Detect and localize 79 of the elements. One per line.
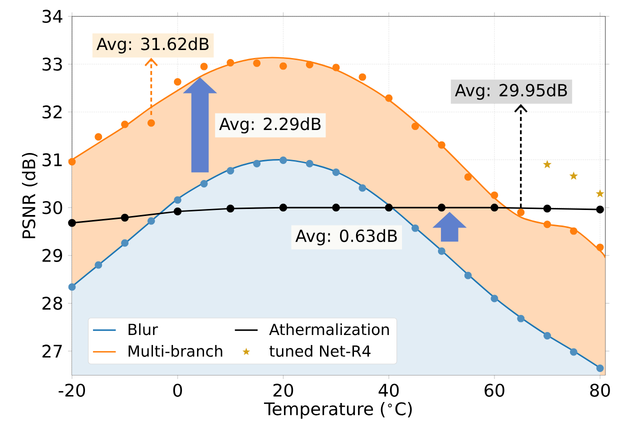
point bbox=[174, 196, 182, 204]
point bbox=[542, 160, 552, 168]
point bbox=[120, 214, 129, 222]
y-tick-label: 29 bbox=[42, 248, 62, 262]
point bbox=[279, 62, 287, 70]
x-tick-label: 80 bbox=[590, 384, 610, 397]
point bbox=[147, 119, 155, 127]
point bbox=[121, 120, 129, 128]
y-tick-label: 28 bbox=[42, 296, 62, 310]
point bbox=[226, 58, 234, 66]
point bbox=[226, 204, 234, 213]
point bbox=[306, 60, 314, 68]
point bbox=[464, 272, 472, 280]
x-tick-label: 20 bbox=[273, 384, 294, 397]
point bbox=[490, 191, 498, 199]
point bbox=[596, 206, 604, 214]
y-axis-title: PSNR (dB) bbox=[22, 152, 38, 238]
point bbox=[517, 208, 525, 216]
point bbox=[226, 167, 234, 175]
point bbox=[174, 208, 182, 216]
point bbox=[596, 189, 604, 198]
point bbox=[596, 364, 604, 372]
point bbox=[385, 94, 393, 102]
point bbox=[358, 73, 366, 81]
annotation: Avg: 29.95dB bbox=[454, 84, 567, 100]
point bbox=[68, 283, 76, 291]
point bbox=[279, 156, 287, 164]
point bbox=[358, 184, 366, 192]
point bbox=[174, 78, 182, 86]
point bbox=[68, 218, 76, 227]
y-tick-label: 30 bbox=[42, 201, 62, 214]
point bbox=[306, 160, 314, 168]
point bbox=[94, 133, 102, 141]
point bbox=[384, 204, 393, 212]
annotation: Avg: 0.63dB bbox=[295, 229, 397, 246]
point bbox=[412, 224, 419, 232]
point bbox=[544, 220, 551, 228]
annotation: Avg: 2.29dB bbox=[219, 117, 321, 134]
legend-label: tuned Net-R4 bbox=[269, 344, 371, 357]
point bbox=[438, 141, 446, 149]
point bbox=[68, 158, 76, 166]
legend-label: Athermalization bbox=[269, 323, 389, 336]
point bbox=[253, 160, 261, 168]
y-tick-label: 33 bbox=[42, 58, 62, 71]
x-axis-title: Temperature ($^{∘}$C) bbox=[264, 402, 412, 419]
point bbox=[490, 204, 498, 212]
point bbox=[253, 59, 261, 67]
point bbox=[517, 314, 525, 322]
y-tick-label: 32 bbox=[42, 105, 62, 119]
point bbox=[438, 247, 446, 255]
point bbox=[332, 64, 340, 72]
point bbox=[544, 332, 551, 340]
point bbox=[464, 173, 472, 181]
x-tick-label: 0 bbox=[173, 384, 182, 397]
point bbox=[412, 122, 419, 130]
x-tick-label: 40 bbox=[378, 384, 399, 397]
point bbox=[438, 204, 446, 212]
point bbox=[570, 348, 578, 356]
legend-label: Multi-branch bbox=[128, 344, 222, 357]
point bbox=[332, 204, 340, 212]
point bbox=[147, 217, 155, 225]
y-tick-label: 34 bbox=[42, 10, 62, 23]
point bbox=[200, 180, 208, 188]
y-tick-label: 27 bbox=[42, 344, 62, 358]
y-tick-label: 31 bbox=[42, 153, 62, 166]
point bbox=[121, 239, 129, 247]
annotation: Avg: 31.62dB bbox=[96, 37, 209, 54]
point bbox=[570, 227, 578, 235]
x-tick-label: -20 bbox=[58, 384, 86, 397]
point bbox=[94, 261, 102, 269]
x-tick-label: 60 bbox=[484, 384, 504, 397]
point bbox=[596, 244, 604, 252]
point bbox=[332, 168, 340, 176]
point bbox=[200, 62, 208, 70]
legend-label: Blur bbox=[128, 323, 158, 336]
point bbox=[279, 204, 288, 212]
point bbox=[543, 204, 552, 213]
point bbox=[490, 294, 498, 302]
point bbox=[569, 172, 578, 180]
